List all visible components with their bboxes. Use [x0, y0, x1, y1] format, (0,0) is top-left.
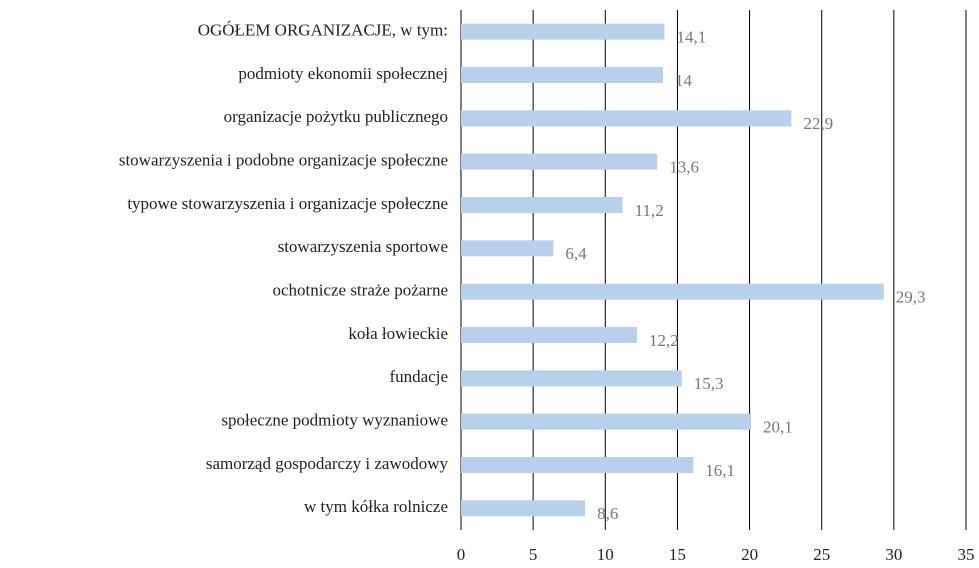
y-tick-label: społeczne podmioty wyznaniowe: [221, 411, 448, 430]
y-tick-label: typowe stowarzyszenia i organizacje społ…: [127, 194, 448, 213]
y-tick-label: ochotnicze straże pożarne: [272, 281, 448, 300]
bar: [461, 500, 586, 517]
x-tick-label: 15: [669, 545, 686, 564]
x-tick-label: 10: [597, 545, 614, 564]
y-tick-label: stowarzyszenia sportowe: [278, 237, 448, 256]
value-label: 20,1: [763, 418, 793, 437]
value-label: 11,2: [635, 201, 664, 220]
value-label: 13,6: [669, 158, 699, 177]
value-label: 22,9: [803, 114, 833, 133]
y-tick-label: koła łowieckie: [348, 324, 448, 343]
bar: [461, 283, 884, 300]
x-tick-label: 0: [457, 545, 466, 564]
bar: [461, 370, 682, 387]
y-tick-label: w tym kółka rolnicze: [304, 497, 448, 516]
x-tick-label: 25: [813, 545, 830, 564]
bar: [461, 240, 554, 257]
x-tick-label: 5: [529, 545, 538, 564]
y-tick-label: podmioty ekonomii społecznej: [238, 64, 448, 83]
bar: [461, 327, 638, 343]
value-label: 14,1: [676, 28, 706, 47]
x-tick-label: 35: [958, 545, 975, 564]
bar: [461, 457, 694, 473]
value-label: 6,4: [565, 244, 587, 263]
value-label: 15,3: [694, 374, 724, 393]
value-label: 29,3: [896, 288, 926, 307]
y-tick-label: OGÓŁEM ORGANIZACJE, w tym:: [198, 21, 448, 40]
y-tick-label: organizacje pożytku publicznego: [224, 107, 448, 126]
y-tick-label: fundacje: [389, 367, 448, 386]
bar: [461, 413, 752, 430]
value-label: 8,6: [597, 504, 618, 523]
value-label: 12,2: [649, 331, 679, 350]
value-label: 14: [675, 71, 693, 90]
bar: [461, 67, 663, 83]
x-tick-label: 20: [741, 545, 758, 564]
value-label: 16,1: [705, 461, 735, 480]
bar: [461, 110, 792, 127]
bar: [461, 23, 665, 40]
bar: [461, 197, 623, 213]
y-tick-label: stowarzyszenia i podobne organizacje spo…: [119, 151, 448, 170]
x-tick-label: 30: [885, 545, 902, 564]
bar: [461, 153, 658, 170]
y-tick-label: samorząd gospodarczy i zawodowy: [206, 454, 449, 473]
